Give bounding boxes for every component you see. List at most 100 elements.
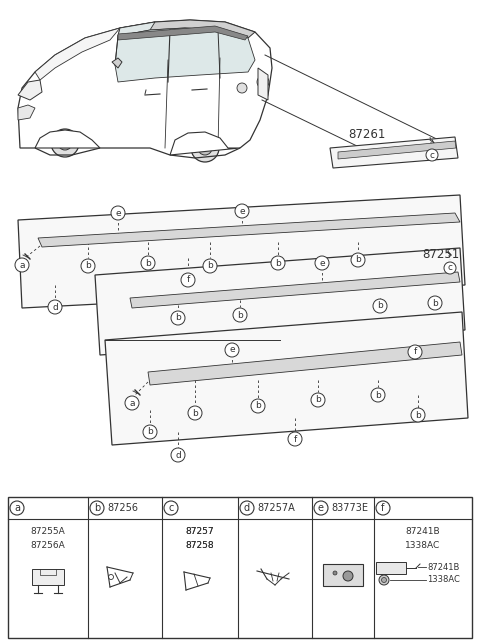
Text: b: b [275, 258, 281, 267]
Text: 87241B: 87241B [406, 527, 440, 536]
Text: 87258: 87258 [186, 541, 214, 550]
Text: a: a [19, 260, 25, 269]
Text: e: e [319, 258, 325, 267]
Circle shape [376, 501, 390, 515]
Circle shape [90, 501, 104, 515]
Text: b: b [315, 395, 321, 404]
Circle shape [164, 501, 178, 515]
Circle shape [288, 432, 302, 446]
Text: b: b [237, 311, 243, 320]
Circle shape [225, 343, 239, 357]
Text: 83773E: 83773E [331, 503, 368, 513]
Circle shape [171, 311, 185, 325]
Text: b: b [415, 410, 421, 419]
Text: e: e [115, 208, 121, 217]
Circle shape [240, 501, 254, 515]
Text: b: b [375, 390, 381, 399]
Circle shape [428, 296, 442, 310]
Polygon shape [18, 80, 42, 100]
Bar [32, 569, 64, 585]
Polygon shape [130, 272, 460, 308]
Polygon shape [18, 195, 465, 308]
Text: d: d [175, 451, 181, 460]
Circle shape [171, 448, 185, 462]
Circle shape [10, 501, 24, 515]
Polygon shape [105, 312, 468, 445]
Circle shape [271, 256, 285, 270]
Circle shape [408, 345, 422, 359]
Circle shape [233, 308, 247, 322]
Circle shape [81, 259, 95, 273]
Text: c: c [430, 150, 434, 159]
Text: a: a [14, 503, 20, 513]
Circle shape [257, 76, 269, 88]
Bar [323, 564, 363, 586]
Text: f: f [293, 435, 297, 444]
Circle shape [351, 253, 365, 267]
Polygon shape [95, 248, 465, 355]
Circle shape [143, 425, 157, 439]
Circle shape [311, 393, 325, 407]
Text: e: e [318, 503, 324, 513]
Text: d: d [52, 302, 58, 311]
Text: 87257: 87257 [186, 527, 214, 536]
Text: e: e [229, 345, 235, 354]
Circle shape [58, 136, 72, 150]
Text: f: f [413, 347, 417, 356]
Circle shape [382, 577, 386, 583]
Text: b: b [147, 428, 153, 437]
Text: 87241B: 87241B [427, 563, 459, 572]
Circle shape [371, 388, 385, 402]
Text: b: b [94, 503, 100, 513]
Text: c: c [168, 503, 174, 513]
Text: b: b [355, 255, 361, 264]
Text: b: b [207, 262, 213, 271]
Circle shape [141, 256, 155, 270]
Circle shape [251, 399, 265, 413]
Circle shape [125, 396, 139, 410]
Polygon shape [35, 28, 120, 80]
Text: f: f [381, 503, 384, 513]
Text: 87256A: 87256A [31, 541, 65, 550]
Circle shape [315, 256, 329, 270]
Circle shape [333, 571, 337, 575]
Circle shape [444, 262, 456, 274]
Text: 87257A: 87257A [257, 503, 295, 513]
Polygon shape [338, 141, 456, 159]
Circle shape [181, 273, 195, 287]
Circle shape [314, 501, 328, 515]
Circle shape [343, 571, 353, 581]
Text: 87258: 87258 [186, 541, 214, 550]
Text: 1338AC: 1338AC [406, 541, 441, 550]
Circle shape [411, 408, 425, 422]
Text: c: c [447, 264, 453, 273]
Text: b: b [145, 258, 151, 267]
Polygon shape [118, 22, 155, 36]
Polygon shape [258, 68, 268, 100]
Polygon shape [148, 342, 462, 385]
Polygon shape [115, 28, 255, 82]
Circle shape [51, 129, 79, 157]
Circle shape [379, 575, 389, 585]
Circle shape [237, 83, 247, 93]
Circle shape [426, 149, 438, 161]
Text: b: b [85, 262, 91, 271]
Polygon shape [112, 58, 122, 68]
Text: 1338AC: 1338AC [427, 575, 460, 584]
Bar [376, 562, 406, 574]
Text: d: d [244, 503, 250, 513]
Text: b: b [255, 401, 261, 410]
Polygon shape [170, 132, 240, 155]
Text: 87261: 87261 [348, 129, 385, 141]
Text: 87256: 87256 [107, 503, 138, 513]
Text: 87257: 87257 [186, 527, 214, 536]
Text: b: b [432, 298, 438, 307]
Circle shape [191, 134, 219, 162]
Polygon shape [118, 20, 255, 38]
Polygon shape [35, 130, 100, 148]
Polygon shape [38, 213, 460, 247]
Polygon shape [118, 26, 248, 40]
Text: b: b [192, 408, 198, 417]
Circle shape [198, 141, 212, 155]
Text: a: a [129, 399, 135, 408]
